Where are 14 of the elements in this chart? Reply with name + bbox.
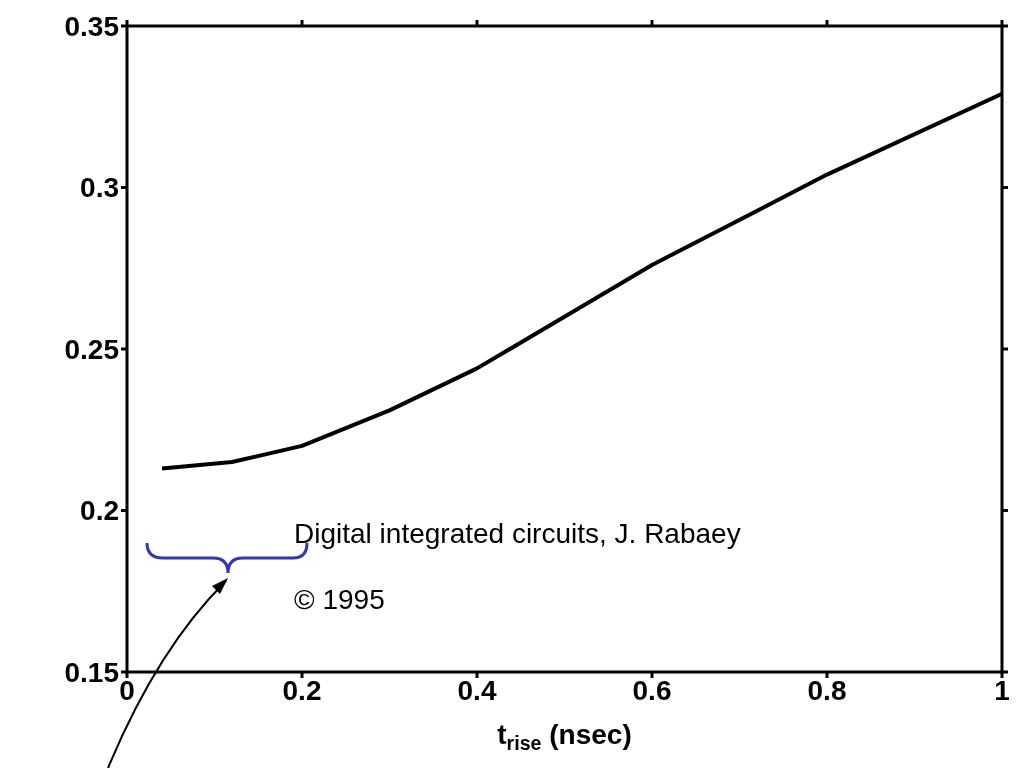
y-tick-label: 0.25	[64, 333, 119, 365]
annotation: Digital integrated circuits, J. Rabaey	[294, 518, 741, 550]
x-tick-label: 0.2	[282, 674, 322, 706]
x-axis-title: t$_{rise}$ (nsec)	[497, 719, 632, 754]
x-tick-label: 0.4	[457, 674, 497, 706]
x-tick-label: 0.8	[807, 674, 847, 706]
y-tick-label: 0.2	[80, 495, 119, 527]
x-tick-label: 0	[119, 674, 135, 706]
y-tick-label: 0.3	[80, 172, 119, 204]
x-tick-label: 1	[994, 674, 1010, 706]
x-tick-label: 0.6	[632, 674, 672, 706]
y-tick-label: 0.15	[64, 656, 119, 688]
annotation: © 1995	[294, 584, 385, 616]
y-tick-label: 0.35	[64, 10, 119, 42]
